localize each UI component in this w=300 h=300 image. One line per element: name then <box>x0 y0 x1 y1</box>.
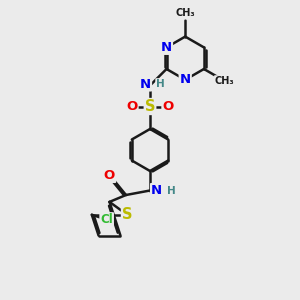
Text: CH₃: CH₃ <box>215 76 235 86</box>
Text: N: N <box>151 184 162 197</box>
Text: H: H <box>167 185 176 196</box>
Text: CH₃: CH₃ <box>176 8 195 19</box>
Text: S: S <box>145 99 155 114</box>
Text: N: N <box>140 77 151 91</box>
Text: O: O <box>126 100 138 113</box>
Text: Cl: Cl <box>100 213 113 226</box>
Text: S: S <box>122 207 132 222</box>
Text: N: N <box>180 73 191 86</box>
Text: O: O <box>162 100 174 113</box>
Text: N: N <box>161 41 172 54</box>
Text: H: H <box>156 79 165 89</box>
Text: O: O <box>104 169 115 182</box>
